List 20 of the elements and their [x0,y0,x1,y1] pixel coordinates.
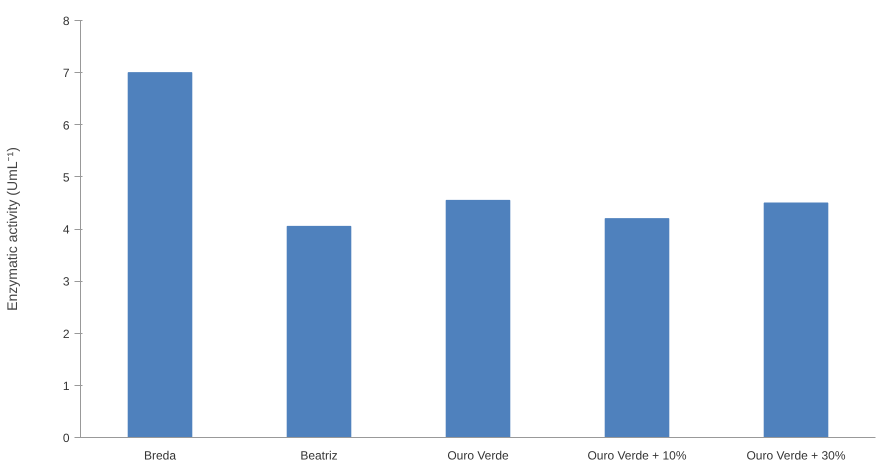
x-tick-label: Ouro Verde [447,448,510,462]
x-tick-label: Ouro Verde + 30% [746,448,846,462]
y-tick-label: 3 [62,274,70,289]
y-tick-label: 6 [62,118,70,132]
x-tick-label: Ouro Verde + 10% [587,448,687,462]
bar [128,72,192,438]
y-tick-label: 4 [62,222,70,236]
y-axis-title: Enzymatic activity (UmL⁻¹) [4,147,20,311]
bar [764,202,828,438]
x-tick-label: Beatriz [300,448,338,462]
y-tick-label: 7 [62,66,70,80]
x-tick-label: Breda [144,448,176,462]
y-tick-label: 8 [62,14,70,28]
y-tick-label: 5 [62,170,70,184]
bar [286,226,352,438]
bar [604,218,670,438]
y-tick-label: 1 [62,378,70,393]
y-tick-label: 2 [62,326,70,341]
bar [446,200,510,438]
y-tick-label: 0 [62,431,70,445]
